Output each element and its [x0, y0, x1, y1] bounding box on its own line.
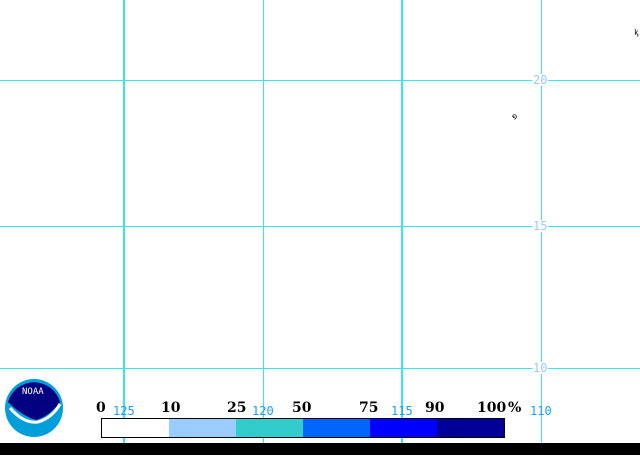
logo-text: NOAA — [22, 387, 44, 397]
color-scale-bar — [101, 418, 505, 438]
meridian-125 — [123, 0, 125, 443]
lon-label: 120 — [252, 404, 274, 418]
color-scale-segment — [303, 419, 370, 437]
island-outline: ᶄ — [634, 28, 639, 37]
legend-tick: 50 — [292, 400, 312, 416]
legend-tick: 0 — [96, 400, 106, 416]
meridian-115 — [401, 0, 403, 443]
lon-label: 115 — [391, 404, 413, 418]
parallel-20 — [0, 80, 640, 81]
color-scale-segment — [169, 419, 236, 437]
lon-label: 110 — [530, 404, 552, 418]
footer-bar: 7 OCT 25280 12:00 OCTAVE:06-12HR PROB >=… — [0, 443, 640, 467]
footer-caption: 7 OCT 25280 12:00 OCTAVE:06-12HR PROB >=… — [81, 454, 514, 468]
legend-tick: 100 — [477, 400, 507, 416]
color-scale-segment — [236, 419, 303, 437]
legend-tick: 90 — [425, 400, 445, 416]
lat-label: 10 — [532, 361, 549, 375]
color-scale-segment — [102, 419, 169, 437]
lon-label: 125 — [113, 404, 135, 418]
lat-label: 20 — [532, 73, 549, 87]
legend-unit: % — [508, 400, 522, 416]
lat-label: 15 — [532, 219, 549, 233]
parallel-15 — [0, 226, 640, 227]
meridian-120 — [263, 0, 264, 443]
legend-tick: 10 — [161, 400, 181, 416]
parallel-10 — [0, 368, 640, 369]
legend-tick: 25 — [227, 400, 247, 416]
legend-tick: 75 — [359, 400, 379, 416]
color-scale-segment — [437, 419, 504, 437]
island-outline: ໑ — [512, 112, 518, 121]
color-scale-segment — [370, 419, 437, 437]
noaa-logo: NOAA — [4, 378, 64, 438]
